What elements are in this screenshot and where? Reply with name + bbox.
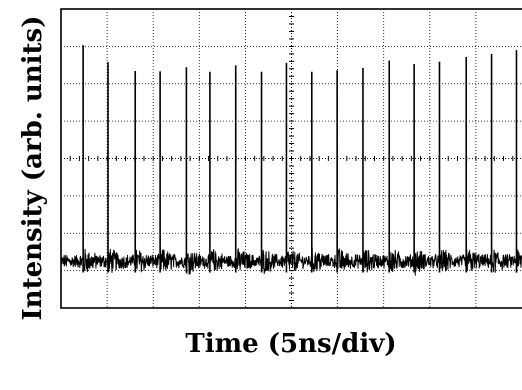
plot-frame — [60, 8, 522, 309]
pulse-peaks — [82, 45, 518, 273]
y-axis-title: Intensity (arb. units) — [18, 16, 48, 321]
x-axis-title: Time (5ns/div) — [185, 329, 396, 359]
intensity-trace — [60, 247, 522, 276]
